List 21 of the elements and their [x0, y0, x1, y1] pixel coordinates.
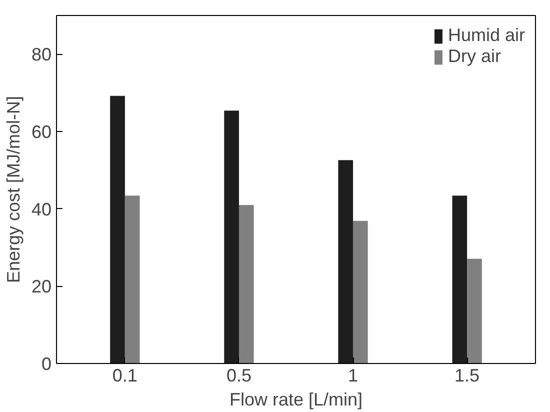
bar: [110, 96, 125, 364]
x-axis-title: Flow rate [L/min]: [229, 390, 363, 410]
x-tick-label: 0.1: [112, 366, 138, 386]
bar: [338, 160, 354, 364]
y-tick-label: 80: [31, 44, 52, 65]
y-axis-title: Energy cost [MJ/mol-N]: [3, 96, 24, 284]
x-tick-label: 1: [348, 366, 358, 386]
y-tick-label: 0: [41, 354, 52, 374]
y-tick-label: 20: [31, 276, 52, 297]
bar: [353, 220, 368, 364]
legend-label: Dry air: [448, 46, 501, 67]
x-tick-label: 0.5: [226, 366, 252, 386]
bar: [238, 204, 254, 364]
legend-label: Humid air: [448, 25, 525, 46]
bar: [467, 258, 482, 364]
bar: [452, 196, 468, 364]
x-tick-label: 1.5: [454, 366, 480, 386]
y-tick-label: 60: [31, 122, 52, 142]
y-tick-label: 40: [31, 199, 52, 220]
bar: [124, 196, 140, 364]
bar: [224, 110, 239, 364]
